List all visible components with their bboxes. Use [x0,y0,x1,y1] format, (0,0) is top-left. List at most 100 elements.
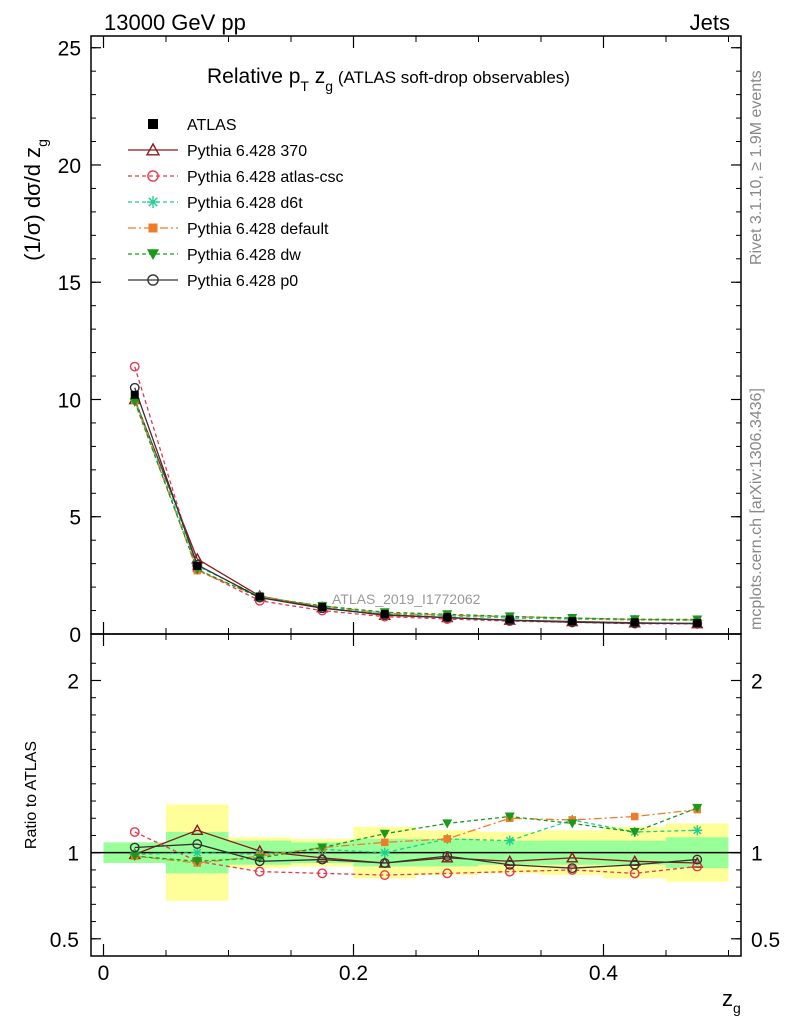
series-point-ratio [566,851,579,863]
legend-marker-data [148,119,158,129]
ratio-frame [90,633,742,957]
legend-marker [145,142,161,156]
series-point-ratio [192,839,203,850]
series-point-ratio [504,812,515,822]
series-point-ratio [504,866,515,877]
series-point-ratio [316,851,329,863]
legend-marker [147,170,159,182]
series-point-ratio [192,847,203,858]
analysis-watermark: ATLAS_2019_I1772062 [332,591,481,607]
series-point-main [129,361,140,372]
legend-marker [147,274,159,286]
legend-marker [148,223,158,233]
title-suffix: (ATLAS soft-drop observables) [333,68,570,87]
series-point-ratio [192,857,203,867]
data-point [255,592,264,601]
series-point-ratio [504,859,515,870]
series-point-ratio [442,819,453,829]
ratio-tick-label-left: 0.5 [50,929,79,952]
y-tick-label: 5 [69,507,81,530]
legend-label: Pythia 6.428 atlas-csc [187,169,344,186]
legend-label: ATLAS [187,117,237,134]
series-point-ratio [129,842,140,853]
series-point-ratio [692,861,703,872]
y-axis-label-main: (1/σ) dσ/d zg [20,139,50,261]
series-line-ratio [134,807,698,862]
star-stroke [148,197,158,207]
star-stroke [505,836,514,845]
rivet-label: Rivet 3.1.10, ≥ 1.9M events [748,70,765,265]
x-axis-label-sub: g [733,1000,741,1016]
series-point-ratio [692,803,703,813]
series-point-ratio [254,853,265,863]
header-left: 13000 GeV pp [104,10,246,35]
series-point-ratio [567,863,578,874]
star-stroke [380,848,389,857]
y-tick-label: 0 [69,624,81,647]
series-point-ratio [442,868,453,879]
legend-label: Pythia 6.428 370 [187,143,307,160]
series-point-main [129,397,140,407]
legend-label: Pythia 6.428 p0 [187,273,298,290]
x-axis-label: zg [722,986,741,1016]
series-line-ratio [134,819,698,856]
series-line-main [134,399,698,622]
star-stroke [193,848,202,857]
legend-marker [147,249,159,260]
ratio-tick-label-right: 0.5 [751,929,780,952]
series-point-ratio [442,851,453,862]
data-point [693,618,702,627]
svg-text:(1/σ) dσ/d zg: (1/σ) dσ/d zg [20,139,50,261]
y-axis-label-main-sub: g [34,139,50,147]
ratio-tick-label-right: 2 [751,670,763,693]
data-point [630,618,639,627]
y-tick-label: 25 [58,38,81,61]
data-point [505,615,514,624]
series-point-ratio [692,825,703,836]
series-point-ratio [567,819,578,829]
series-point-ratio [129,852,140,862]
legend-label: Pythia 6.428 dw [187,247,301,264]
series-point-ratio [629,859,640,870]
ratio-series-layer [128,803,704,881]
data-point [318,603,327,612]
series-point-ratio [381,838,389,847]
plot-title: Relative pT zg (ATLAS soft-drop observab… [207,65,570,94]
x-tick-label: 0.4 [589,962,619,985]
title-prefix: Relative p [207,65,300,88]
y-axis-label-ratio: Ratio to ATLAS [23,741,40,849]
y-tick-label: 10 [58,389,81,412]
legend: ATLAS Pythia 6.428 370 Pythia 6.428 atlas-… [128,117,344,290]
series-point-ratio [504,835,515,846]
y-axis-label-main-text: (1/σ) dσ/d z [20,147,45,261]
title-sub1: T [300,78,309,94]
data-point [380,610,389,619]
mcplots-label: mcplots.cern.ch [arXiv:1306.3436] [748,388,765,630]
series-line-main [134,366,698,625]
series-line-ratio [134,831,698,876]
series-point-ratio [379,858,390,868]
legend-marker [147,196,159,208]
legend-label: Pythia 6.428 d6t [187,195,303,212]
series-point-ratio [379,847,390,858]
star-stroke [693,826,702,835]
series-point-ratio [317,843,328,853]
header-right: Jets [690,10,730,35]
series-point-ratio [441,851,454,863]
data-point [443,613,452,622]
ratio-tick-label-right: 1 [751,843,763,866]
series-line-ratio [134,843,698,869]
series-point-ratio [379,870,390,881]
data-point [568,617,577,626]
series-point-ratio [443,835,451,843]
data-point [130,390,139,399]
ratio-tick-label-left: 2 [67,670,79,693]
series-point-ratio [254,856,265,867]
series-point-ratio [317,868,328,879]
series-line-main [134,400,698,621]
series-point-ratio [379,829,390,839]
series-point-ratio [191,823,204,835]
x-tick-label: 0.2 [339,962,368,985]
